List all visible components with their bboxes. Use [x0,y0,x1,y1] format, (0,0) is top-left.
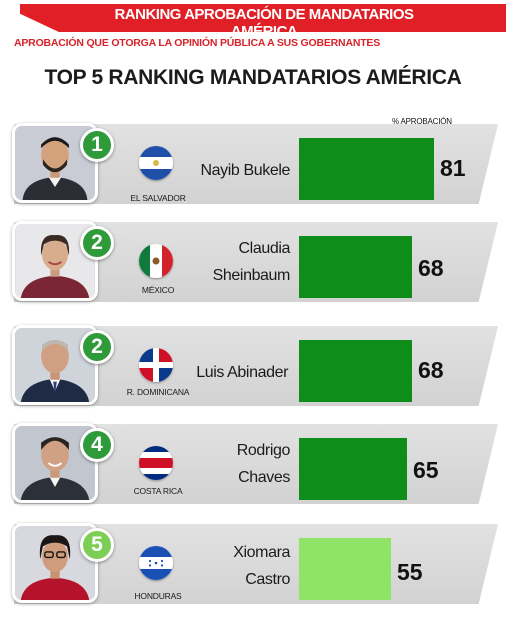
subtitle: APROBACIÓN QUE OTORGA LA OPINIÓN PÚBLICA… [14,37,381,49]
leader-name: Luis Abinader [192,359,288,386]
country-label: HONDURAS [134,591,182,601]
approval-value: 65 [413,457,439,483]
leader-name-line: Rodrigo [236,442,291,459]
rank-badge: 1 [80,128,114,162]
mexico-flag-icon [139,244,173,278]
rank-badge: 4 [80,428,114,462]
leader-name-line: Chaves [238,469,290,486]
approval-value: 68 [418,357,444,383]
ranking-row-5: 5 HONDURAS Xiomara Castro 55 [0,520,506,608]
approval-bar [299,236,412,298]
country-label: MÉXICO [141,285,175,295]
leader-photo [12,123,98,203]
approval-value: 55 [397,559,423,585]
leader-name-line: Castro [245,571,290,588]
ranking-row-4: 4 COSTA RICA Rodrigo Chaves 65 [0,420,506,508]
leader-name: Rodrigo Chaves [196,437,291,491]
country-label: R. DOMINICANA [126,387,190,397]
rank-badge: 2 [80,226,114,260]
country-label: EL SALVADOR [130,193,186,203]
rank-badge: 5 [80,528,114,562]
approval-bar [299,340,412,402]
approval-bar [299,538,391,600]
leader-name-line: Luis Abinader [196,364,288,381]
costa-rica-flag-icon [139,446,173,480]
dominican-republic-flag-icon [139,348,173,382]
el-salvador-flag-icon [139,146,173,180]
leader-name-line: Xiomara [233,544,290,561]
leader-name: Claudia Sheinbaum [196,235,291,289]
page-title: TOP 5 RANKING MANDATARIOS AMÉRICA [44,66,462,89]
rank-badge: 2 [80,330,114,364]
leader-name-line: Claudia [238,240,291,257]
ranking-row-3: 2 R. DOMINICANA Luis Abinader 68 [0,322,506,410]
header-banner [20,4,506,32]
honduras-flag-icon [139,546,173,580]
leader-name: Nayib Bukele [196,157,291,184]
leader-name-line: Sheinbaum [212,267,291,284]
leader-name: Xiomara Castro [196,539,290,593]
approval-value: 68 [418,255,444,281]
banner-title: RANKING APROBACIÓN DE MANDATARIOS AMÉRIC… [114,6,414,40]
leader-name-line: Nayib Bukele [200,162,291,179]
approval-value: 81 [440,155,466,181]
ranking-row-1: 1 EL SALVADOR Nayib Bukele 81 [0,120,506,208]
approval-bar [299,138,434,200]
approval-column-label: % APROBACIÓN [392,117,452,126]
approval-bar [299,438,407,500]
country-label: COSTA RICA [133,486,183,496]
ranking-row-2: 2 MÉXICO Claudia Sheinbaum 68 [0,218,506,306]
